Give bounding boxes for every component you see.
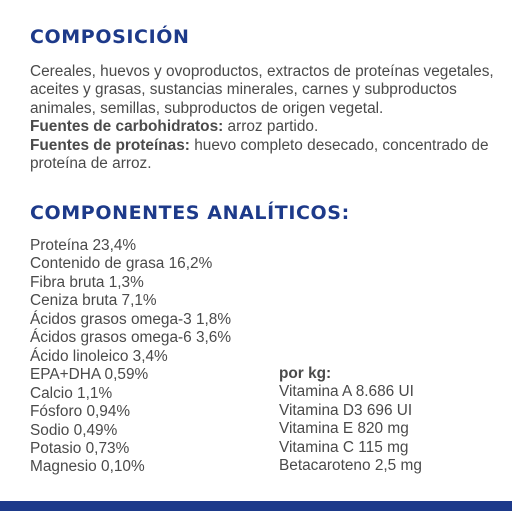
per-kg-label: por kg:	[279, 365, 332, 382]
carb-sources-value: arroz partido.	[223, 118, 319, 136]
composition-title: COMPOSICIÓN	[30, 26, 190, 48]
protein-sources: Fuentes de proteínas: huevo completo des…	[30, 137, 500, 174]
vitamin-item: Vitamina A 8.686 UI	[279, 383, 414, 401]
analytic-item: Ácidos grasos omega-3 1,8%	[30, 310, 232, 328]
analytic-item: Ácido linoleico 3,4%	[30, 347, 168, 365]
protein-sources-label: Fuentes de proteínas:	[30, 136, 190, 154]
analytic-item: Fósforo 0,94%	[30, 403, 131, 421]
carb-sources-label: Fuentes de carbohidratos:	[30, 118, 224, 136]
analytic-item: Ácidos grasos omega-6 3,6%	[30, 329, 232, 347]
bottom-bar	[0, 501, 512, 511]
analytic-item: Magnesio 0,10%	[30, 458, 145, 476]
analytic-item: Sodio 0,49%	[30, 421, 118, 439]
vitamin-item: Vitamina C 115 mg	[279, 438, 409, 456]
vitamin-item: Betacaroteno 2,5 mg	[279, 457, 422, 475]
vitamin-item: Vitamina E 820 mg	[279, 420, 409, 438]
analytic-item: Contenido de grasa 16,2%	[30, 255, 213, 273]
vitamin-item: Vitamina D3 696 UI	[279, 401, 413, 419]
analytic-item: Potasio 0,73%	[30, 439, 130, 457]
analytics-left-list: Proteína 23,4% Contenido de grasa 16,2% …	[30, 237, 231, 477]
composition-text: Cereales, huevos y ovoproductos, extract…	[30, 63, 500, 173]
analytics-per-kg-list: por kg: Vitamina A 8.686 UI Vitamina D3 …	[279, 365, 422, 476]
protein-sources-value: huevo completo desecado, concentrado de …	[30, 136, 489, 173]
analytic-item: Calcio 1,1%	[30, 384, 113, 402]
analytic-item: Fibra bruta 1,3%	[30, 273, 144, 291]
analytic-item: Ceniza bruta 7,1%	[30, 292, 157, 310]
analytic-item: EPA+DHA 0,59%	[30, 366, 149, 384]
ingredients-text: Cereales, huevos y ovoproductos, extract…	[30, 63, 494, 117]
analytic-item: Proteína 23,4%	[30, 237, 137, 254]
analytics-title: COMPONENTES ANALÍTICOS:	[30, 202, 350, 224]
carb-sources: Fuentes de carbohidratos: arroz partido.	[30, 118, 500, 136]
